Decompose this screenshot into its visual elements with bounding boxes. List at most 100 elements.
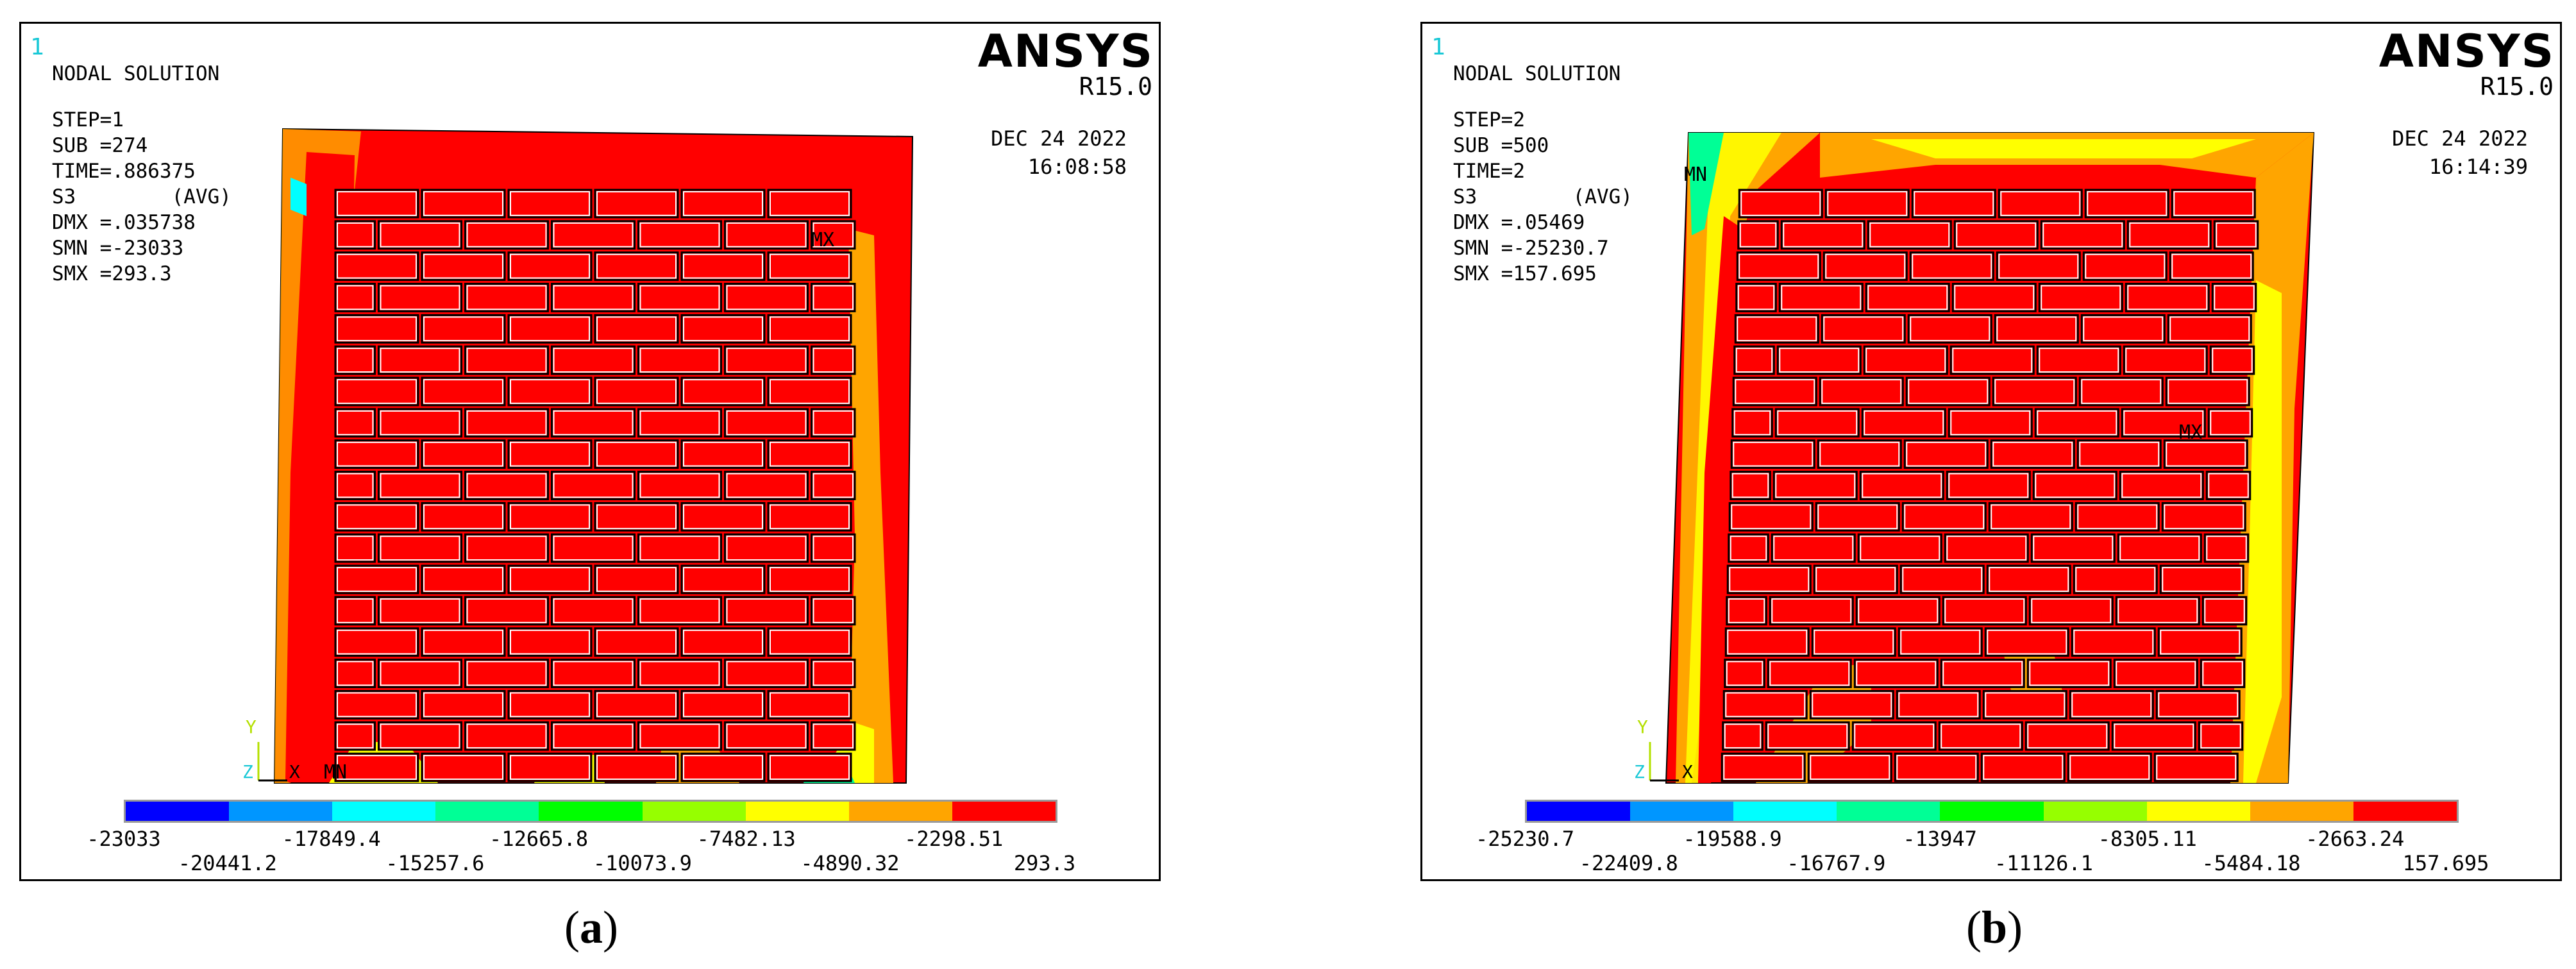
brick-outline [596, 692, 677, 718]
brick [507, 439, 593, 469]
brick [1817, 439, 1902, 469]
brick [811, 471, 856, 500]
legend-label: -8305.11 [2098, 827, 2197, 851]
brick [724, 408, 809, 438]
brick [1821, 314, 1906, 344]
brick-outline [596, 379, 677, 404]
brick-outline [639, 410, 720, 435]
brick [1857, 533, 1942, 563]
brick-outline [2042, 222, 2123, 248]
brick [1894, 752, 1979, 782]
brick-outline [770, 755, 850, 780]
brick-outline [510, 567, 590, 592]
brick [1724, 627, 1810, 657]
plot-time: 16:08:58 [1027, 155, 1127, 179]
brick-outline [812, 222, 854, 248]
brick [2201, 596, 2248, 626]
brick-outline [2200, 723, 2241, 749]
brick-outline [1946, 535, 2027, 561]
brick [1807, 752, 1892, 782]
brick-outline [2202, 661, 2243, 686]
brick-outline [1735, 379, 1815, 404]
brick-outline [1983, 755, 2064, 780]
brick-outline [553, 598, 634, 623]
brick-outline [1729, 567, 1810, 592]
brick-outline [510, 253, 590, 279]
brick [1774, 408, 1860, 438]
brick-outline [337, 222, 374, 248]
brick-outline [380, 473, 460, 498]
brick-outline [1992, 441, 2073, 467]
brick-outline [726, 285, 807, 310]
brick [680, 314, 766, 344]
brick [1905, 376, 1991, 407]
brick-outline [596, 504, 677, 530]
brick [421, 627, 506, 657]
brick-outline [2214, 285, 2255, 310]
plot-id-number: 1 [30, 34, 44, 60]
brick [551, 283, 636, 312]
plot-title: NODAL SOLUTION [52, 62, 220, 85]
brick-outline [2117, 598, 2198, 623]
brick-outline [337, 661, 374, 686]
brick-outline [1896, 755, 1977, 780]
brick-outline [1815, 567, 1896, 592]
legend-swatch [848, 802, 952, 821]
brick-outline [1865, 348, 1946, 373]
brick-outline [2208, 473, 2249, 498]
smn-value: SMN =-25230.7 [1453, 237, 1609, 260]
brick [421, 501, 506, 532]
brick-outline [596, 191, 677, 216]
brick [2205, 471, 2252, 500]
brick-outline [770, 191, 850, 216]
brick-outline [553, 535, 634, 561]
brick-outline [2206, 535, 2247, 561]
brick-outline [1940, 723, 2021, 749]
legend-label: -5484.18 [2201, 851, 2301, 875]
brick [334, 345, 376, 375]
brick [2125, 283, 2210, 312]
brick-outline [683, 253, 763, 279]
brick [2032, 471, 2117, 500]
brick-outline [1726, 661, 1764, 686]
brick [680, 564, 766, 594]
brick [637, 220, 722, 250]
step-value: STEP=1 [52, 108, 124, 131]
brick-outline [2075, 567, 2156, 592]
brick [2117, 533, 2202, 563]
brick-outline [1740, 191, 1821, 216]
brick [767, 314, 852, 344]
time-value: TIME=2 [1453, 160, 1525, 183]
legend-label: 293.3 [1013, 851, 1076, 875]
brick [2113, 659, 2198, 688]
brick-outline [639, 723, 720, 749]
brick-outline [1867, 285, 1948, 310]
brick [1942, 596, 2027, 626]
brick-outline [2029, 661, 2110, 686]
brick-outline [1856, 661, 1937, 686]
brick-outline [2035, 473, 2116, 498]
brick-outline [423, 629, 503, 655]
brick-outline [1900, 629, 1981, 655]
brick [551, 533, 636, 563]
brick-outline [2083, 316, 2164, 342]
s3-label: S3 (AVG) [52, 185, 232, 208]
brick [680, 439, 766, 469]
brick-outline [2162, 567, 2243, 592]
brick-outline [683, 567, 763, 592]
brick [1863, 345, 1948, 375]
contour-plot-panel-a: 1 NODAL SOLUTION STEP=1 SUB =274 TIME=.8… [19, 22, 1161, 881]
brick-outline [683, 191, 763, 216]
brick-outline [423, 379, 503, 404]
brick-outline [2073, 629, 2154, 655]
brick [1732, 376, 1817, 407]
brick-outline [812, 285, 854, 310]
brick-outline [812, 348, 854, 373]
brick [811, 721, 856, 751]
legend-swatch [435, 802, 539, 821]
brick-outline [1730, 535, 1767, 561]
brick [1990, 439, 2075, 469]
brick [334, 189, 419, 219]
brick [2209, 345, 2255, 375]
brick-outline [1724, 723, 1762, 749]
